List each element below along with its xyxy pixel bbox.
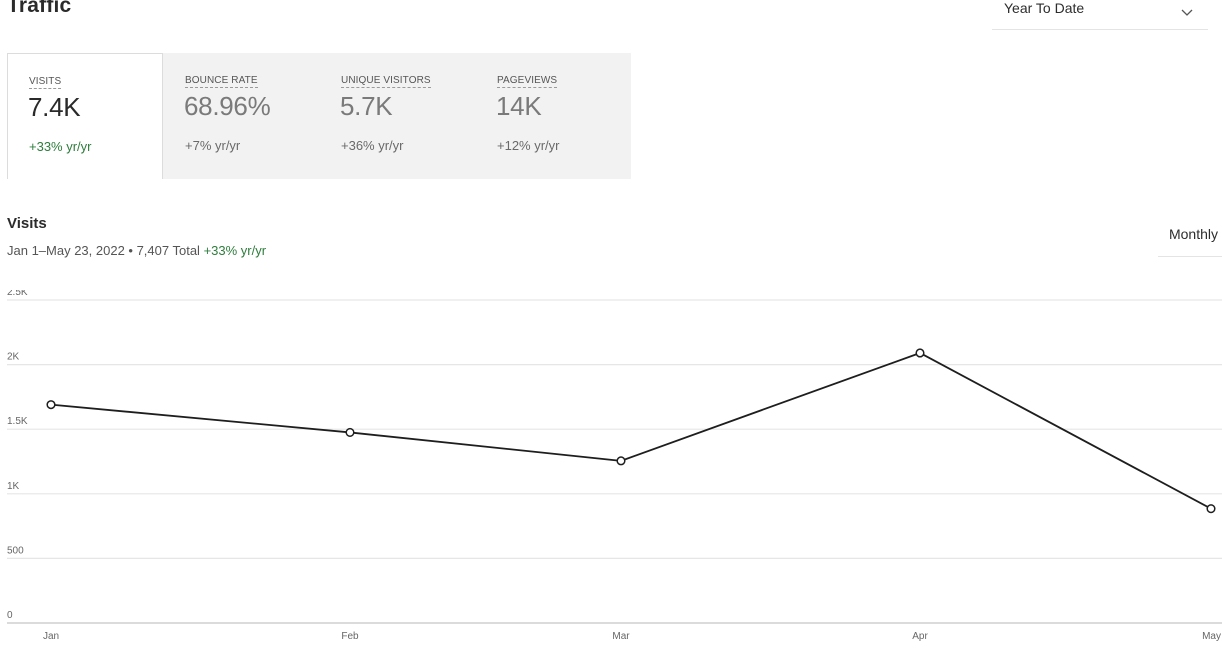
chart-title: Visits (7, 215, 47, 232)
metric-tab-pageviews[interactable]: PAGEVIEWS 14K +12% yr/yr (475, 53, 631, 179)
metrics-tabs: VISITS 7.4K +33% yr/yr BOUNCE RATE 68.96… (7, 53, 631, 179)
metric-label: BOUNCE RATE (185, 75, 258, 88)
data-point (46, 400, 56, 410)
metric-change: +33% yr/yr (29, 139, 92, 154)
metric-tab-bounce-rate[interactable]: BOUNCE RATE 68.96% +7% yr/yr (163, 53, 319, 179)
chart-subtitle-text: Jan 1–May 23, 2022 • 7,407 Total (7, 243, 200, 258)
y-tick-label: 2.5K (7, 290, 28, 298)
chart-subtitle: Jan 1–May 23, 2022 • 7,407 Total +33% yr… (7, 243, 266, 258)
metric-value: 14K (496, 91, 542, 121)
data-point (915, 348, 925, 358)
metric-tab-unique-visitors[interactable]: UNIQUE VISITORS 5.7K +36% yr/yr (319, 53, 475, 179)
metric-value: 5.7K (340, 91, 393, 121)
metric-value: 7.4K (28, 92, 81, 122)
metric-value: 68.96% (184, 91, 271, 121)
data-point (345, 427, 355, 437)
metric-label: VISITS (29, 76, 62, 89)
y-tick-label: 0 (7, 610, 13, 621)
y-tick-label: 500 (7, 545, 24, 556)
page-title: Traffic (7, 0, 72, 17)
metric-change: +7% yr/yr (185, 138, 241, 153)
data-point (1206, 504, 1216, 514)
interval-select-button[interactable]: Monthly (1158, 224, 1222, 257)
metric-tab-visits[interactable]: VISITS 7.4K +33% yr/yr (7, 53, 163, 179)
series-line (50, 352, 1212, 510)
x-tick-label: Jan (43, 631, 59, 642)
metric-change: +36% yr/yr (341, 138, 404, 153)
metric-change: +12% yr/yr (497, 138, 560, 153)
date-range-value: Year To Date (1004, 0, 1085, 16)
x-tick-label: Apr (912, 631, 928, 642)
y-tick-label: 2K (7, 352, 20, 363)
x-tick-label: Mar (612, 631, 630, 642)
x-tick-label: Feb (341, 631, 359, 642)
chevron-down-icon (1181, 4, 1193, 22)
y-tick-label: 1.5K (7, 416, 28, 427)
metric-label: UNIQUE VISITORS (341, 75, 431, 88)
date-range-select[interactable]: Year To Date (992, 0, 1208, 30)
data-point (616, 456, 626, 466)
visits-line-chart: 0 500 1K 1.5K 2K 2.5K Jan Feb Mar Apr May (7, 290, 1222, 642)
interval-label: Monthly (1168, 226, 1218, 242)
x-tick-label: May (1202, 631, 1221, 642)
metric-label: PAGEVIEWS (497, 75, 558, 88)
y-tick-label: 1K (7, 481, 20, 492)
chart-subtitle-change: +33% yr/yr (203, 243, 267, 258)
